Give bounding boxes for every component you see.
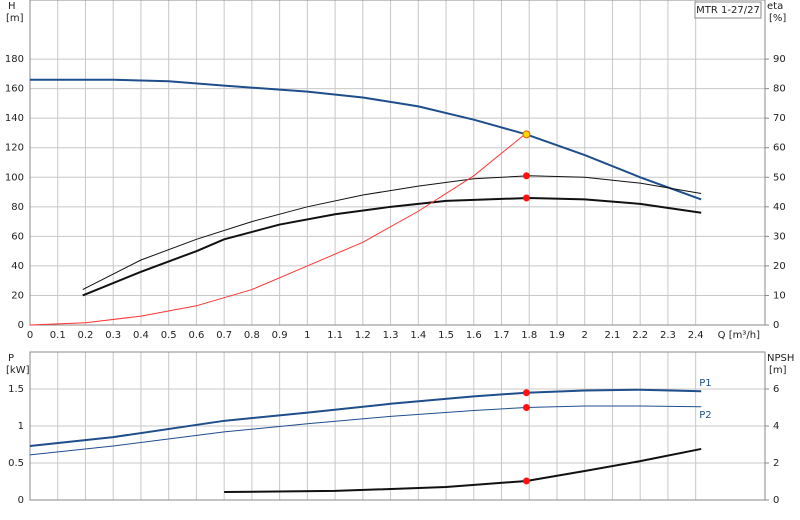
x-tick-label: 1.8 [521, 330, 537, 341]
y2-axis-unit: [%] [769, 13, 786, 24]
y2-tick-label: 6 [773, 384, 779, 395]
x-tick-label: 2 [582, 330, 588, 341]
x-tick-label: 0.2 [78, 330, 94, 341]
y-tick-label: 0.5 [8, 458, 24, 469]
x-tick-label: 0.8 [244, 330, 260, 341]
x-tick-label: 0.5 [161, 330, 177, 341]
y-tick-label: 100 [5, 172, 24, 183]
y2-axis-unit: [m] [769, 365, 787, 376]
x-tick-label: 0.1 [50, 330, 66, 341]
x-tick-label: 0 [27, 330, 33, 341]
y-tick-label: 60 [11, 231, 24, 242]
x-tick-label: 1.2 [355, 330, 371, 341]
x-tick-label: 1 [304, 330, 310, 341]
y-tick-label: 20 [11, 290, 24, 301]
y2-axis-label: eta [767, 1, 783, 12]
y2-tick-label: 0 [773, 320, 779, 331]
operating-point [522, 477, 530, 485]
y2-tick-label: 60 [773, 143, 786, 154]
x-tick-label: 0.9 [272, 330, 288, 341]
x-tick-label: 2.4 [688, 330, 704, 341]
y-axis-label: H [8, 1, 16, 12]
series-label: P1 [699, 378, 711, 389]
plot-frame [29, 0, 766, 326]
y-tick-label: 80 [11, 202, 24, 213]
y2-tick-label: 40 [773, 202, 786, 213]
y-tick-label: 0 [18, 320, 24, 331]
x-tick-label: 1.5 [438, 330, 454, 341]
x-tick-label: 2.2 [632, 330, 648, 341]
y-tick-label: 40 [11, 261, 24, 272]
y-tick-label: 140 [5, 113, 24, 124]
y-tick-label: 0 [18, 495, 24, 506]
x-tick-label: 0.7 [216, 330, 232, 341]
y-tick-label: 160 [5, 84, 24, 95]
y2-tick-label: 70 [773, 113, 786, 124]
y-tick-label: 180 [5, 54, 24, 65]
x-tick-label: 1.4 [410, 330, 426, 341]
operating-point [522, 389, 530, 397]
x-tick-label: 1.9 [549, 330, 565, 341]
y2-axis-label: NPSH [767, 353, 794, 364]
y2-tick-label: 80 [773, 84, 786, 95]
y2-tick-label: 30 [773, 231, 786, 242]
x-axis-label: Q [m³/h] [718, 330, 760, 341]
operating-point [522, 404, 530, 411]
series-label: P2 [699, 410, 711, 421]
series-line [29, 405, 702, 456]
series-line [30, 78, 702, 201]
y2-tick-label: 20 [773, 261, 786, 272]
series-line [82, 175, 702, 290]
x-tick-label: 0.6 [188, 330, 204, 341]
x-tick-label: 1.7 [494, 330, 510, 341]
x-tick-label: 1.1 [327, 330, 343, 341]
y-axis-label: P [8, 353, 14, 364]
x-tick-label: 1.6 [466, 330, 482, 341]
x-tick-label: 0.3 [105, 330, 121, 341]
x-tick-label: 2.1 [604, 330, 620, 341]
series-line [29, 388, 702, 447]
x-tick-label: 0.4 [133, 330, 149, 341]
operating-point [522, 130, 531, 139]
y-tick-label: 120 [5, 143, 24, 154]
y2-tick-label: 90 [773, 54, 786, 65]
operating-point [522, 172, 530, 180]
y-tick-label: 1 [18, 421, 24, 432]
title-box [694, 1, 762, 19]
x-tick-label: 2.3 [660, 330, 676, 341]
series-line [224, 447, 702, 494]
y2-tick-label: 10 [773, 290, 786, 301]
operating-point [522, 194, 530, 202]
y2-tick-label: 0 [773, 495, 779, 506]
series-line [29, 132, 527, 326]
y-axis-unit: [m] [6, 13, 24, 24]
y2-tick-label: 4 [773, 421, 779, 432]
y2-tick-label: 2 [773, 458, 779, 469]
y-tick-label: 1.5 [8, 384, 24, 395]
y2-tick-label: 50 [773, 172, 786, 183]
x-tick-label: 1.3 [383, 330, 399, 341]
y-axis-unit: [kW] [6, 365, 30, 376]
chart-title: MTR 1-27/27 [696, 5, 760, 16]
plot-frame [29, 351, 766, 501]
series-line [82, 196, 702, 297]
